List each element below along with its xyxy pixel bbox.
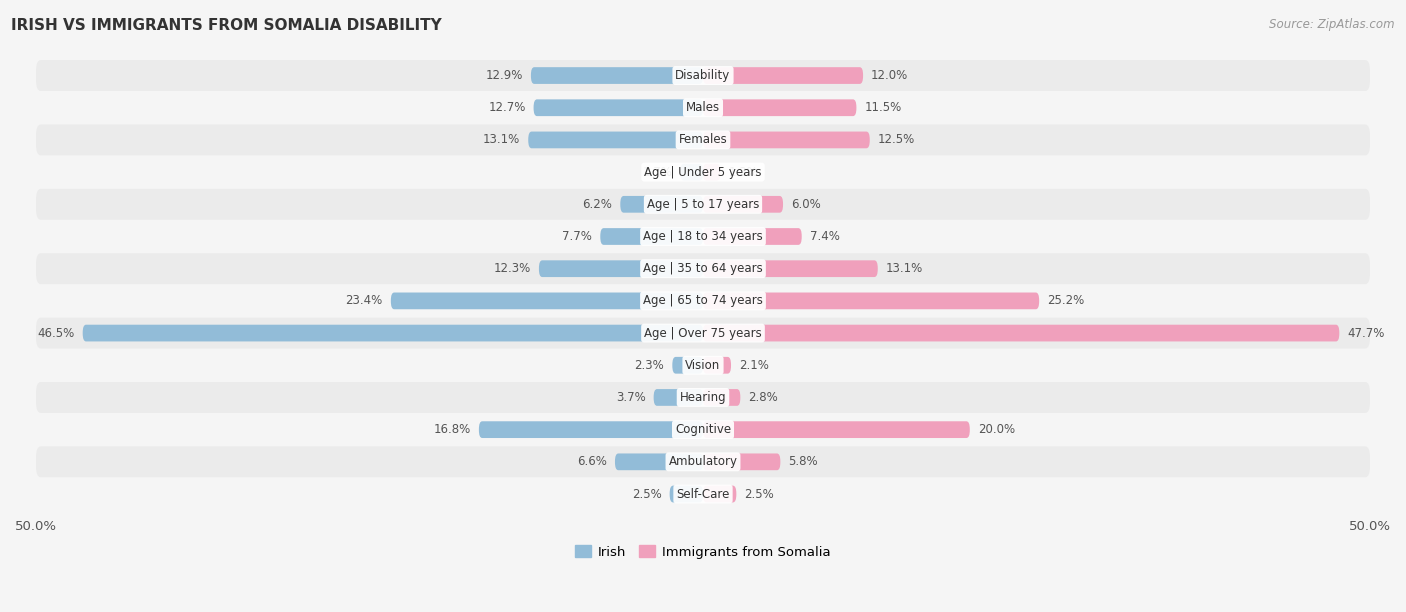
FancyBboxPatch shape xyxy=(681,164,703,181)
Text: 1.3%: 1.3% xyxy=(728,166,758,179)
FancyBboxPatch shape xyxy=(37,318,1369,348)
Text: 23.4%: 23.4% xyxy=(346,294,382,307)
Text: Disability: Disability xyxy=(675,69,731,82)
Text: 16.8%: 16.8% xyxy=(433,423,471,436)
FancyBboxPatch shape xyxy=(538,260,703,277)
Text: 6.6%: 6.6% xyxy=(576,455,607,468)
FancyBboxPatch shape xyxy=(529,132,703,148)
FancyBboxPatch shape xyxy=(703,421,970,438)
FancyBboxPatch shape xyxy=(37,382,1369,413)
FancyBboxPatch shape xyxy=(703,453,780,470)
Text: 6.2%: 6.2% xyxy=(582,198,612,211)
FancyBboxPatch shape xyxy=(37,124,1369,155)
FancyBboxPatch shape xyxy=(37,285,1369,316)
FancyBboxPatch shape xyxy=(37,92,1369,123)
FancyBboxPatch shape xyxy=(531,67,703,84)
Text: 2.1%: 2.1% xyxy=(740,359,769,371)
Text: Source: ZipAtlas.com: Source: ZipAtlas.com xyxy=(1270,18,1395,31)
Text: Vision: Vision xyxy=(685,359,721,371)
Text: 2.8%: 2.8% xyxy=(748,391,778,404)
FancyBboxPatch shape xyxy=(703,389,741,406)
FancyBboxPatch shape xyxy=(703,99,856,116)
FancyBboxPatch shape xyxy=(703,164,720,181)
Text: 12.0%: 12.0% xyxy=(872,69,908,82)
Text: 7.7%: 7.7% xyxy=(562,230,592,243)
FancyBboxPatch shape xyxy=(37,189,1369,220)
FancyBboxPatch shape xyxy=(703,486,737,502)
Text: Self-Care: Self-Care xyxy=(676,488,730,501)
FancyBboxPatch shape xyxy=(672,357,703,374)
Text: 1.7%: 1.7% xyxy=(643,166,672,179)
Text: 5.8%: 5.8% xyxy=(789,455,818,468)
Text: 11.5%: 11.5% xyxy=(865,101,901,114)
Text: 20.0%: 20.0% xyxy=(977,423,1015,436)
Text: Ambulatory: Ambulatory xyxy=(668,455,738,468)
FancyBboxPatch shape xyxy=(703,228,801,245)
Text: 7.4%: 7.4% xyxy=(810,230,839,243)
Text: Age | 65 to 74 years: Age | 65 to 74 years xyxy=(643,294,763,307)
FancyBboxPatch shape xyxy=(703,196,783,213)
FancyBboxPatch shape xyxy=(614,453,703,470)
FancyBboxPatch shape xyxy=(37,221,1369,252)
FancyBboxPatch shape xyxy=(37,350,1369,381)
Text: 13.1%: 13.1% xyxy=(484,133,520,146)
FancyBboxPatch shape xyxy=(703,357,731,374)
Text: 47.7%: 47.7% xyxy=(1347,327,1385,340)
FancyBboxPatch shape xyxy=(37,414,1369,445)
FancyBboxPatch shape xyxy=(37,479,1369,509)
Text: Cognitive: Cognitive xyxy=(675,423,731,436)
Text: 13.1%: 13.1% xyxy=(886,262,922,275)
Text: Females: Females xyxy=(679,133,727,146)
Text: 6.0%: 6.0% xyxy=(792,198,821,211)
Text: 12.5%: 12.5% xyxy=(877,133,915,146)
FancyBboxPatch shape xyxy=(37,157,1369,187)
FancyBboxPatch shape xyxy=(600,228,703,245)
Text: 3.7%: 3.7% xyxy=(616,391,645,404)
FancyBboxPatch shape xyxy=(703,325,1340,341)
Text: 12.3%: 12.3% xyxy=(494,262,531,275)
Legend: Irish, Immigrants from Somalia: Irish, Immigrants from Somalia xyxy=(571,540,835,564)
Text: 2.5%: 2.5% xyxy=(744,488,775,501)
Text: 12.9%: 12.9% xyxy=(485,69,523,82)
Text: Age | Over 75 years: Age | Over 75 years xyxy=(644,327,762,340)
Text: Age | 18 to 34 years: Age | 18 to 34 years xyxy=(643,230,763,243)
Text: Hearing: Hearing xyxy=(679,391,727,404)
FancyBboxPatch shape xyxy=(534,99,703,116)
Text: Age | 35 to 64 years: Age | 35 to 64 years xyxy=(643,262,763,275)
FancyBboxPatch shape xyxy=(37,446,1369,477)
FancyBboxPatch shape xyxy=(669,486,703,502)
FancyBboxPatch shape xyxy=(83,325,703,341)
Text: 2.5%: 2.5% xyxy=(631,488,662,501)
FancyBboxPatch shape xyxy=(391,293,703,309)
FancyBboxPatch shape xyxy=(479,421,703,438)
Text: IRISH VS IMMIGRANTS FROM SOMALIA DISABILITY: IRISH VS IMMIGRANTS FROM SOMALIA DISABIL… xyxy=(11,18,441,34)
Text: 12.7%: 12.7% xyxy=(488,101,526,114)
Text: Age | 5 to 17 years: Age | 5 to 17 years xyxy=(647,198,759,211)
Text: Males: Males xyxy=(686,101,720,114)
FancyBboxPatch shape xyxy=(37,253,1369,284)
Text: 46.5%: 46.5% xyxy=(38,327,75,340)
FancyBboxPatch shape xyxy=(654,389,703,406)
FancyBboxPatch shape xyxy=(37,60,1369,91)
FancyBboxPatch shape xyxy=(703,132,870,148)
FancyBboxPatch shape xyxy=(703,260,877,277)
FancyBboxPatch shape xyxy=(620,196,703,213)
Text: Age | Under 5 years: Age | Under 5 years xyxy=(644,166,762,179)
FancyBboxPatch shape xyxy=(703,293,1039,309)
FancyBboxPatch shape xyxy=(703,67,863,84)
Text: 2.3%: 2.3% xyxy=(634,359,664,371)
Text: 25.2%: 25.2% xyxy=(1047,294,1084,307)
